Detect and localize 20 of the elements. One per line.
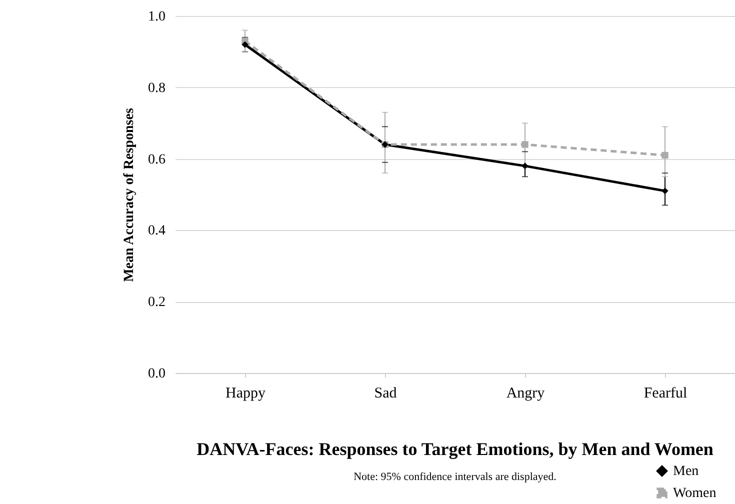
x-tick-label: Angry: [506, 386, 546, 402]
point: [522, 162, 528, 170]
point: [662, 152, 668, 159]
y-tick-label: 0.8: [148, 80, 166, 96]
y-tick-label: 1.0: [148, 10, 166, 24]
point: [242, 41, 248, 48]
point: [662, 188, 668, 194]
y-tick-label: 0.2: [148, 295, 166, 310]
y-tick-label: 0.4: [148, 224, 166, 239]
y-tick-label: 0.6: [148, 152, 166, 168]
y-axis-title: Mean Accuracy of Responses: [122, 108, 137, 282]
text: Note: 95% confidence intervals are displayed.: [354, 471, 557, 483]
x-tick-label: Sad: [374, 386, 398, 402]
legend-label: Women: [673, 486, 716, 501]
point: [522, 141, 528, 148]
legend-label: Men: [673, 464, 699, 479]
x-tick-label: Happy: [226, 386, 266, 402]
text: DANVA-Faces: Responses to Target Emotions, by Men and Women: [196, 439, 714, 459]
x-tick-label: Fearful: [644, 386, 688, 402]
y-tick-label: 0.0: [148, 366, 166, 382]
